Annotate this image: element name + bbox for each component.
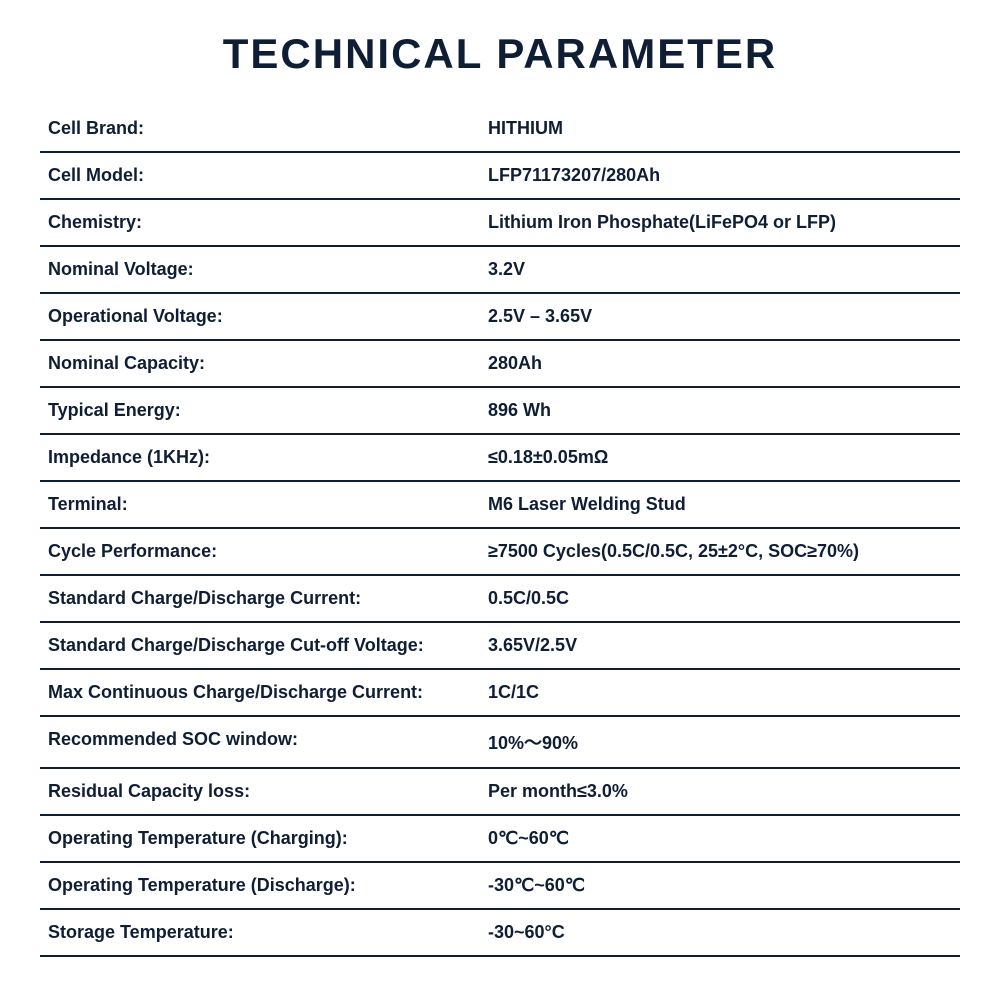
table-row: Recommended SOC window:10%～90%	[40, 717, 960, 769]
spec-value: Lithium Iron Phosphate(LiFePO4 or LFP)	[488, 212, 952, 233]
table-row: Terminal:M6 Laser Welding Stud	[40, 482, 960, 529]
spec-label: Nominal Capacity:	[48, 353, 488, 374]
table-row: Operating Temperature (Charging):0℃~60℃	[40, 816, 960, 863]
spec-label: Residual Capacity loss:	[48, 781, 488, 802]
table-row: Impedance (1KHz):≤0.18±0.05mΩ	[40, 435, 960, 482]
table-row: Max Continuous Charge/Discharge Current:…	[40, 670, 960, 717]
spec-value: M6 Laser Welding Stud	[488, 494, 952, 515]
spec-value: LFP71173207/280Ah	[488, 165, 952, 186]
spec-label: Cell Model:	[48, 165, 488, 186]
spec-value: 10%～90%	[488, 729, 952, 755]
spec-value: 3.2V	[488, 259, 952, 280]
spec-table: Cell Brand:HITHIUMCell Model:LFP71173207…	[40, 106, 960, 957]
page-title: TECHNICAL PARAMETER	[40, 30, 960, 78]
spec-label: Nominal Voltage:	[48, 259, 488, 280]
spec-value: ≤0.18±0.05mΩ	[488, 447, 952, 468]
spec-label: Standard Charge/Discharge Cut-off Voltag…	[48, 635, 488, 656]
table-row: Cell Brand:HITHIUM	[40, 106, 960, 153]
table-row: Residual Capacity loss:Per month≤3.0%	[40, 769, 960, 816]
spec-value: Per month≤3.0%	[488, 781, 952, 802]
table-row: Standard Charge/Discharge Cut-off Voltag…	[40, 623, 960, 670]
spec-label: Max Continuous Charge/Discharge Current:	[48, 682, 488, 703]
table-row: Nominal Voltage:3.2V	[40, 247, 960, 294]
spec-value: ≥7500 Cycles(0.5C/0.5C, 25±2°C, SOC≥70%)	[488, 541, 952, 562]
table-row: Cycle Performance:≥7500 Cycles(0.5C/0.5C…	[40, 529, 960, 576]
spec-label: Standard Charge/Discharge Current:	[48, 588, 488, 609]
spec-label: Recommended SOC window:	[48, 729, 488, 755]
spec-label: Operational Voltage:	[48, 306, 488, 327]
table-row: Standard Charge/Discharge Current:0.5C/0…	[40, 576, 960, 623]
table-row: Operational Voltage:2.5V – 3.65V	[40, 294, 960, 341]
spec-value: 2.5V – 3.65V	[488, 306, 952, 327]
spec-label: Typical Energy:	[48, 400, 488, 421]
table-row: Nominal Capacity:280Ah	[40, 341, 960, 388]
spec-label: Cycle Performance:	[48, 541, 488, 562]
spec-label: Terminal:	[48, 494, 488, 515]
table-row: Typical Energy:896 Wh	[40, 388, 960, 435]
table-row: Cell Model:LFP71173207/280Ah	[40, 153, 960, 200]
spec-label: Cell Brand:	[48, 118, 488, 139]
spec-value: 896 Wh	[488, 400, 952, 421]
table-row: Operating Temperature (Discharge):-30℃~6…	[40, 863, 960, 910]
spec-label: Chemistry:	[48, 212, 488, 233]
spec-value: HITHIUM	[488, 118, 952, 139]
spec-value: -30℃~60℃	[488, 875, 952, 896]
table-row: Chemistry:Lithium Iron Phosphate(LiFePO4…	[40, 200, 960, 247]
spec-value: 3.65V/2.5V	[488, 635, 952, 656]
spec-label: Operating Temperature (Charging):	[48, 828, 488, 849]
spec-value: 280Ah	[488, 353, 952, 374]
spec-label: Storage Temperature:	[48, 922, 488, 943]
spec-value: 0.5C/0.5C	[488, 588, 952, 609]
spec-value: 0℃~60℃	[488, 828, 952, 849]
spec-value: -30~60°C	[488, 922, 952, 943]
spec-value: 1C/1C	[488, 682, 952, 703]
spec-label: Operating Temperature (Discharge):	[48, 875, 488, 896]
table-row: Storage Temperature:-30~60°C	[40, 910, 960, 957]
spec-label: Impedance (1KHz):	[48, 447, 488, 468]
